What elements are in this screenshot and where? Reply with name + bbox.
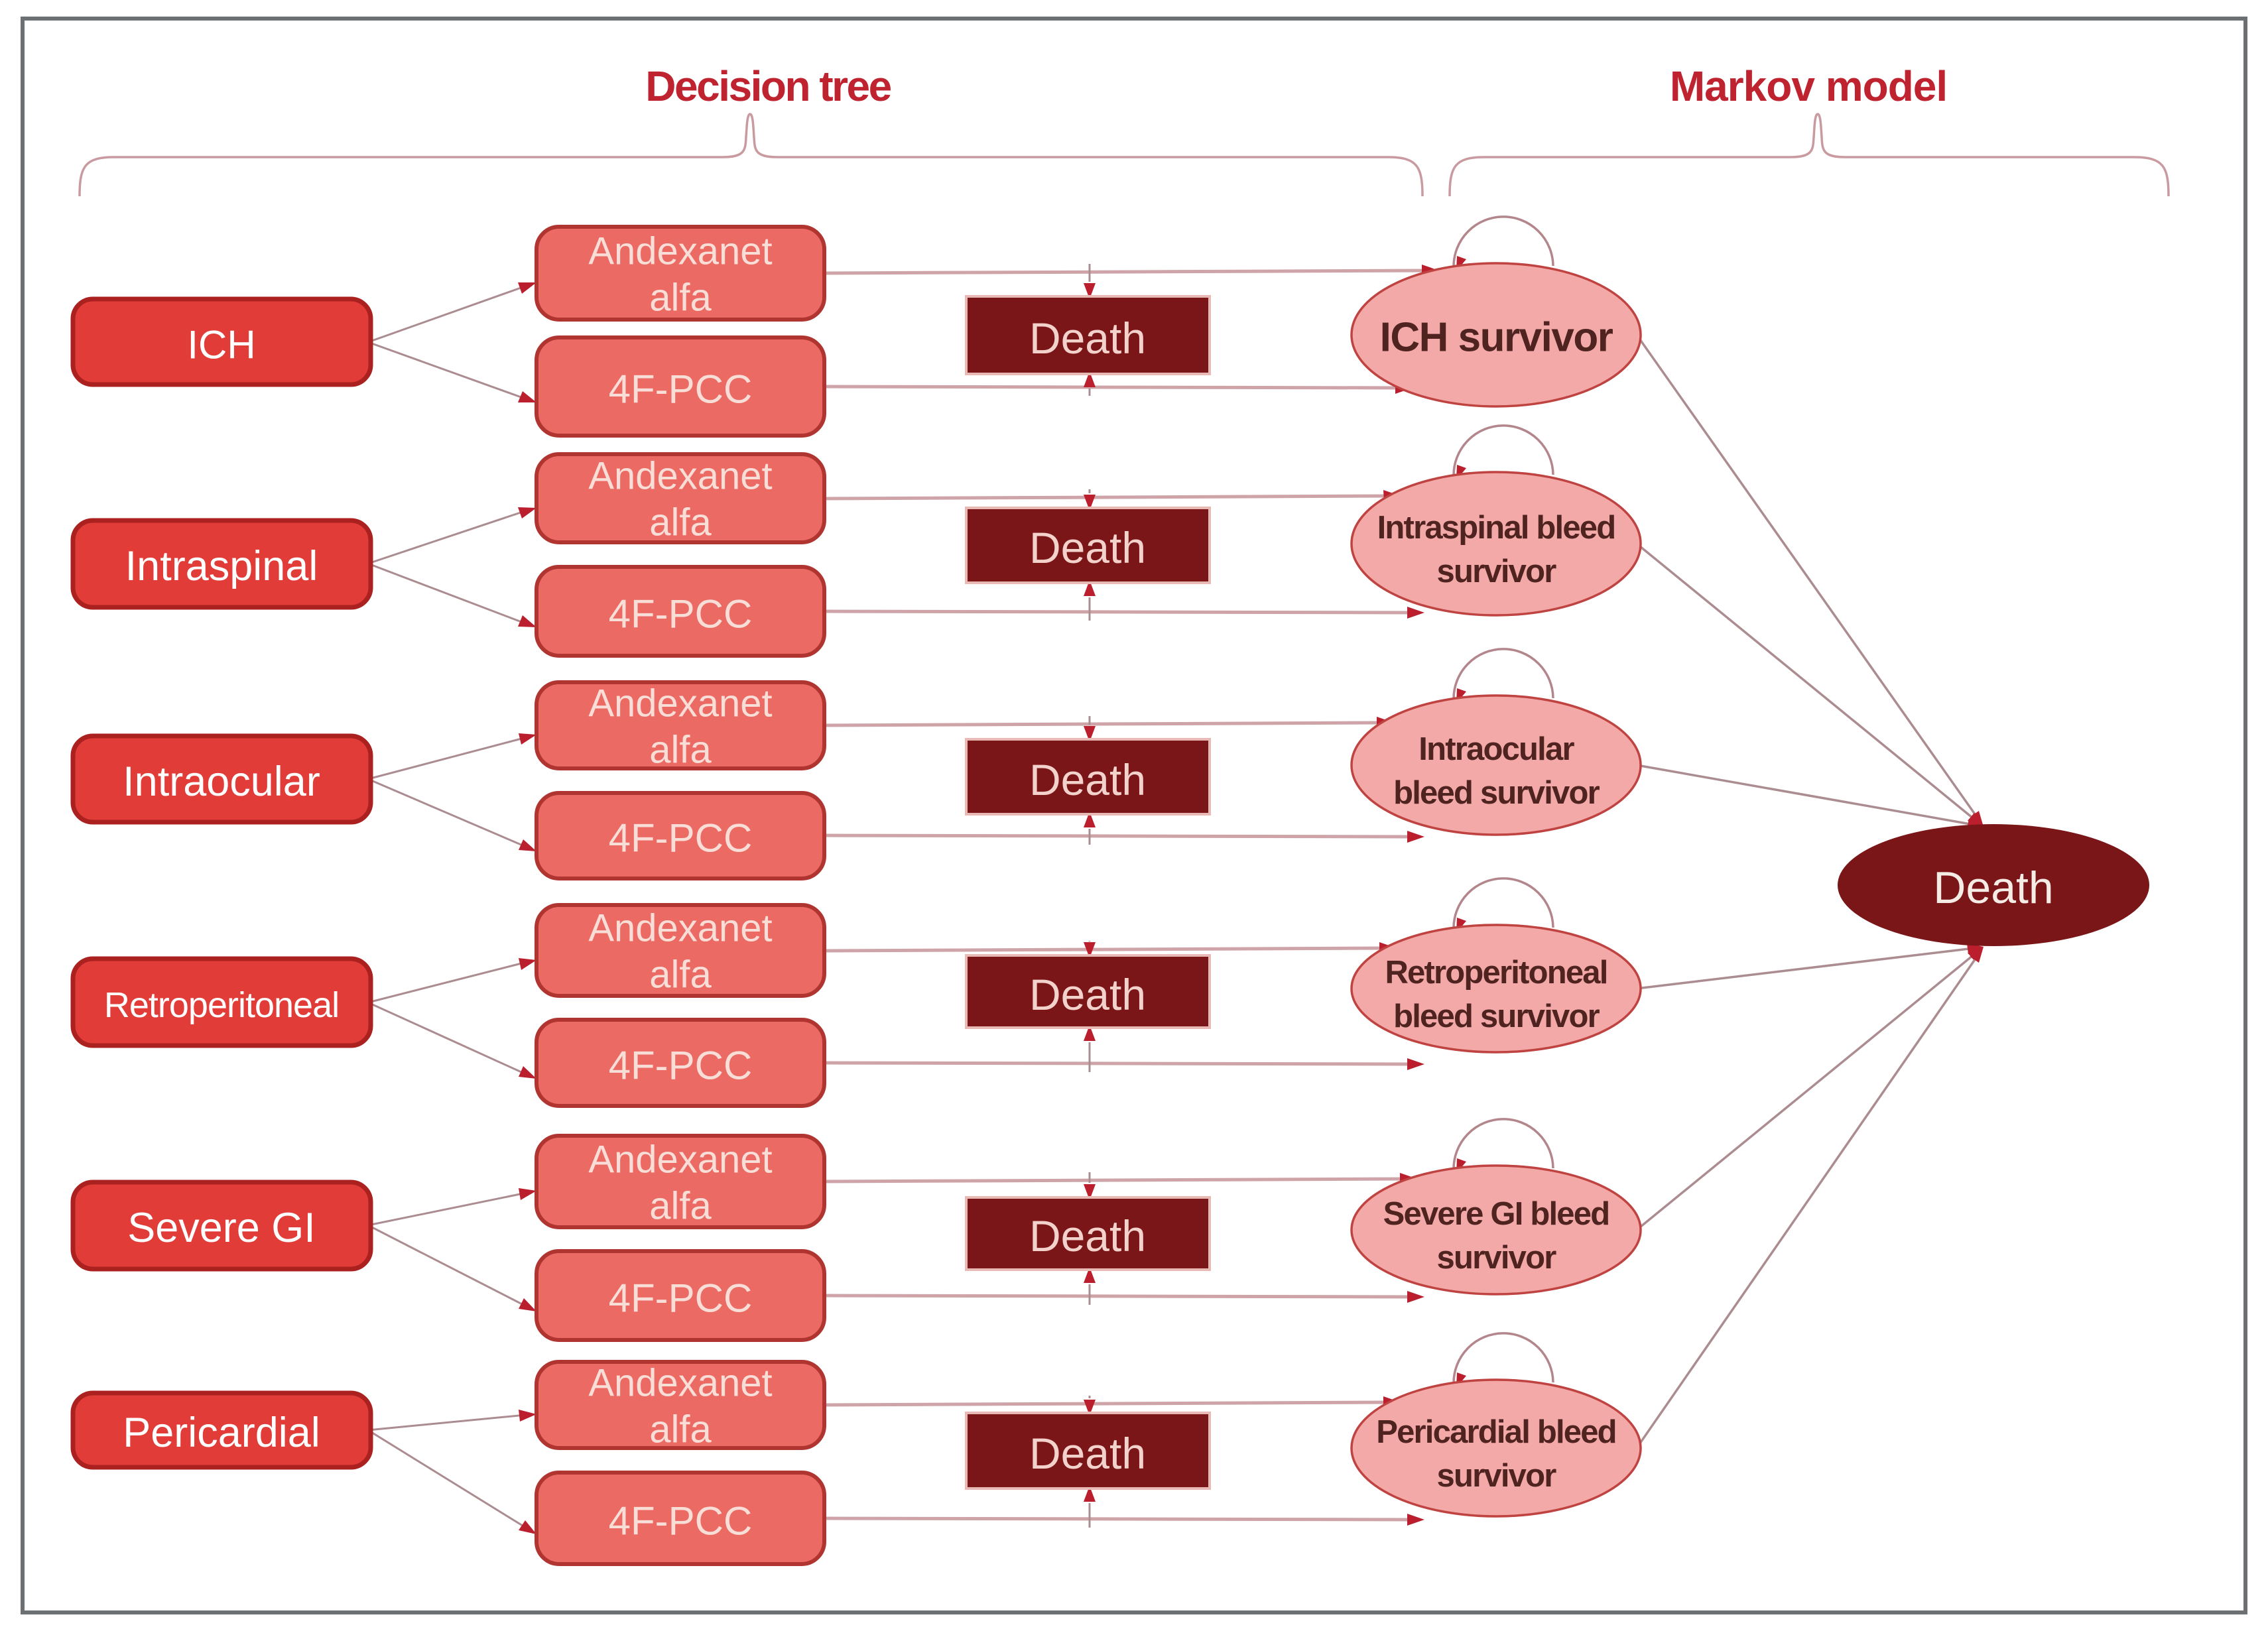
- svg-text:Death: Death: [1029, 970, 1146, 1019]
- svg-text:Andexanet: Andexanet: [588, 1138, 772, 1182]
- svg-text:Severe GI: Severe GI: [127, 1205, 316, 1251]
- svg-text:Andexanet: Andexanet: [588, 907, 772, 950]
- svg-text:Markov model: Markov model: [1670, 62, 1947, 110]
- svg-text:ICH survivor: ICH survivor: [1380, 315, 1613, 361]
- svg-text:4F-PCC: 4F-PCC: [609, 1044, 753, 1088]
- svg-text:Decision tree: Decision tree: [645, 62, 891, 110]
- svg-text:Pericardial bleed: Pericardial bleed: [1376, 1414, 1616, 1450]
- svg-text:alfa: alfa: [649, 953, 712, 997]
- svg-text:alfa: alfa: [649, 1185, 712, 1228]
- svg-text:Death: Death: [1933, 863, 2053, 913]
- svg-text:4F-PCC: 4F-PCC: [609, 367, 753, 412]
- svg-text:ICH: ICH: [187, 323, 255, 367]
- svg-text:4F-PCC: 4F-PCC: [609, 816, 753, 861]
- svg-text:alfa: alfa: [649, 729, 712, 772]
- svg-text:alfa: alfa: [649, 501, 712, 544]
- svg-text:Intraspinal bleed: Intraspinal bleed: [1377, 510, 1615, 546]
- svg-text:bleed survivor: bleed survivor: [1393, 775, 1600, 811]
- svg-text:Death: Death: [1029, 755, 1146, 804]
- svg-text:alfa: alfa: [649, 1408, 712, 1451]
- svg-text:alfa: alfa: [649, 276, 712, 320]
- svg-text:Andexanet: Andexanet: [588, 455, 772, 498]
- svg-text:Intraocular: Intraocular: [1418, 731, 1574, 767]
- svg-text:survivor: survivor: [1437, 1240, 1557, 1276]
- svg-text:Andexanet: Andexanet: [588, 1362, 772, 1405]
- svg-text:Retroperitoneal: Retroperitoneal: [1385, 955, 1607, 991]
- svg-text:Death: Death: [1029, 1429, 1146, 1478]
- svg-text:Pericardial: Pericardial: [123, 1410, 320, 1456]
- svg-text:Intraspinal: Intraspinal: [125, 543, 318, 589]
- svg-text:4F-PCC: 4F-PCC: [609, 1499, 753, 1544]
- svg-text:4F-PCC: 4F-PCC: [609, 1276, 753, 1321]
- svg-text:survivor: survivor: [1437, 1458, 1557, 1494]
- svg-text:Intraocular: Intraocular: [123, 758, 320, 805]
- svg-text:survivor: survivor: [1437, 554, 1557, 589]
- svg-text:Death: Death: [1029, 314, 1146, 363]
- svg-text:Death: Death: [1029, 1211, 1146, 1260]
- svg-text:bleed survivor: bleed survivor: [1393, 999, 1600, 1034]
- svg-text:4F-PCC: 4F-PCC: [609, 592, 753, 637]
- svg-text:Retroperitoneal: Retroperitoneal: [104, 985, 339, 1025]
- svg-text:Severe GI bleed: Severe GI bleed: [1383, 1196, 1609, 1232]
- svg-text:Andexanet: Andexanet: [588, 230, 772, 273]
- svg-text:Death: Death: [1029, 523, 1146, 572]
- svg-text:Andexanet: Andexanet: [588, 682, 772, 725]
